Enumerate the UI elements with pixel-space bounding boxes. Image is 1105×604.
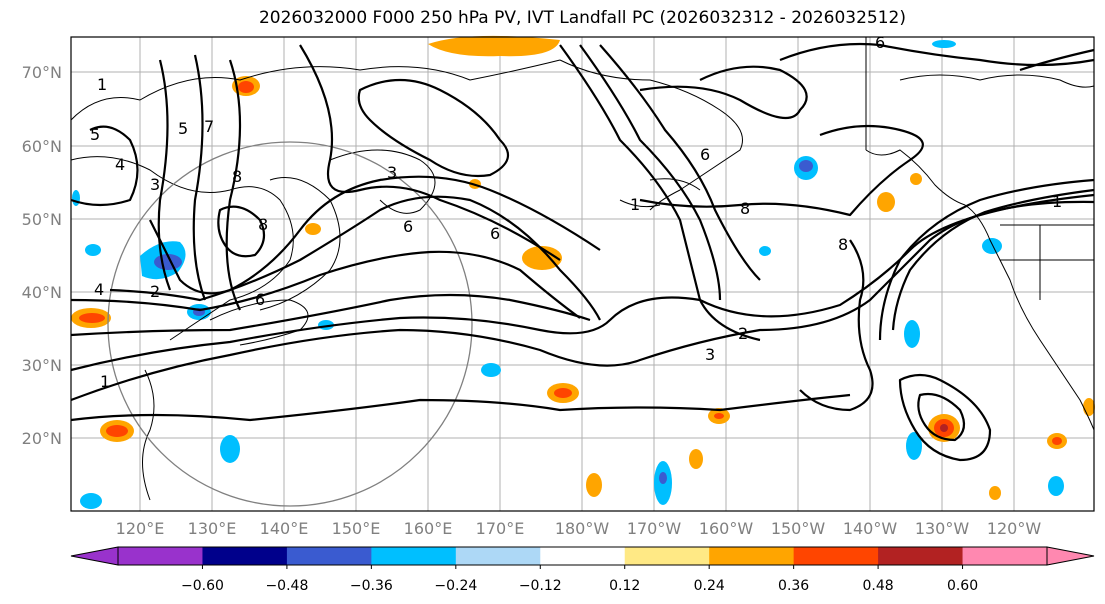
contour-label: 6 xyxy=(490,224,500,243)
lat-label: 60°N xyxy=(22,137,62,156)
colorbar-swatch xyxy=(455,547,541,565)
colorbar-outline xyxy=(117,546,1048,566)
contour-label: 6 xyxy=(875,33,885,52)
colorbar-tick-label: 0.12 xyxy=(609,578,640,594)
colorbar: −0.60 −0.48 −0.36 −0.24 −0.12 0.12 0.24 0.36 0.4… xyxy=(70,546,1095,594)
colorbar-tick-label: −0.12 xyxy=(519,578,562,594)
contour-label: 5 xyxy=(90,125,100,144)
lon-label: 130°W xyxy=(915,519,970,538)
colorbar-swatch xyxy=(540,547,626,565)
colorbar-swatch xyxy=(624,547,710,565)
colorbar-swatch xyxy=(118,547,203,565)
colorbar-tick-label: 0.60 xyxy=(947,578,978,594)
contour-label: 8 xyxy=(258,215,268,234)
contour-label: 1 xyxy=(630,195,640,214)
colorbar-tick-label: −0.60 xyxy=(181,578,224,594)
lon-label: 130°E xyxy=(188,519,237,538)
lat-label: 20°N xyxy=(22,429,62,448)
lon-label: 170°W xyxy=(627,519,682,538)
lon-label: 170°E xyxy=(476,519,525,538)
colorbar-labels: −0.60 −0.48 −0.36 −0.24 −0.12 0.12 0.24 0.36 0.4… xyxy=(181,578,978,594)
lat-label: 70°N xyxy=(22,63,62,82)
colorbar-over-arrow xyxy=(1046,546,1095,566)
contour-label: 3 xyxy=(150,175,160,194)
contour-label: 4 xyxy=(115,155,125,174)
graticule xyxy=(71,37,1094,511)
pv-contours xyxy=(70,42,1095,462)
lon-label: 150°W xyxy=(771,519,826,538)
contour-label: 4 xyxy=(94,280,104,299)
lon-label: 180°W xyxy=(555,519,610,538)
contour-label: 2 xyxy=(150,282,160,301)
contour-label: 3 xyxy=(705,345,715,364)
colorbar-swatch xyxy=(962,547,1048,565)
colorbar-tick-label: −0.36 xyxy=(350,578,393,594)
lon-label: 160°W xyxy=(699,519,754,538)
contour-label: 8 xyxy=(740,199,750,218)
colorbar-swatch xyxy=(878,547,964,565)
lat-label: 50°N xyxy=(22,210,62,229)
pc-shading xyxy=(71,35,1095,509)
contour-label: 1 xyxy=(97,75,107,94)
map-frame xyxy=(70,36,1095,512)
contour-label: 8 xyxy=(838,235,848,254)
colorbar-swatch xyxy=(371,547,457,565)
longitude-labels: 120°E 130°E 140°E 150°E 160°E 170°E 180°… xyxy=(116,519,1042,538)
latitude-labels: 70°N 60°N 50°N 40°N 30°N 20°N xyxy=(22,63,62,448)
contour-labels: 1 1 1 1 2 2 3 3 3 4 4 5 5 6 6 6 6 6 7 8 … xyxy=(90,33,1062,391)
colorbar-swatch xyxy=(286,547,372,565)
contour-label: 1 xyxy=(100,372,110,391)
lon-label: 160°E xyxy=(404,519,453,538)
coastlines xyxy=(70,37,1095,501)
colorbar-swatch xyxy=(793,547,879,565)
colorbar-tick-label: 0.36 xyxy=(778,578,809,594)
colorbar-ticks xyxy=(201,565,964,569)
map-title: 2026032000 F000 250 hPa PV, IVT Landfall… xyxy=(258,8,906,28)
contour-label: 6 xyxy=(403,217,413,236)
lon-label: 140°W xyxy=(843,519,898,538)
contour-label: 6 xyxy=(255,290,265,309)
contour-label: 2 xyxy=(738,324,748,343)
lon-label: 150°E xyxy=(332,519,381,538)
colorbar-swatch xyxy=(202,547,288,565)
lon-label: 120°E xyxy=(116,519,165,538)
colorbar-tick-label: 0.48 xyxy=(863,578,894,594)
shade-positive xyxy=(428,35,560,57)
contour-label: 1 xyxy=(1052,192,1062,211)
contour-label: 8 xyxy=(232,167,242,186)
colorbar-swatches xyxy=(117,546,1048,566)
colorbar-swatch xyxy=(709,547,795,565)
contour-label: 7 xyxy=(204,117,214,136)
lat-label: 40°N xyxy=(22,283,62,302)
lon-label: 120°W xyxy=(987,519,1042,538)
lon-label: 140°E xyxy=(260,519,309,538)
lat-label: 30°N xyxy=(22,356,62,375)
contour-label: 5 xyxy=(178,119,188,138)
colorbar-under-arrow xyxy=(70,546,119,566)
contour-label: 3 xyxy=(387,163,397,182)
colorbar-tick-label: −0.24 xyxy=(434,578,477,594)
search-radius-circle xyxy=(107,141,473,507)
contour-label: 6 xyxy=(700,145,710,164)
colorbar-tick-label: −0.48 xyxy=(265,578,308,594)
colorbar-tick-label: 0.24 xyxy=(694,578,725,594)
